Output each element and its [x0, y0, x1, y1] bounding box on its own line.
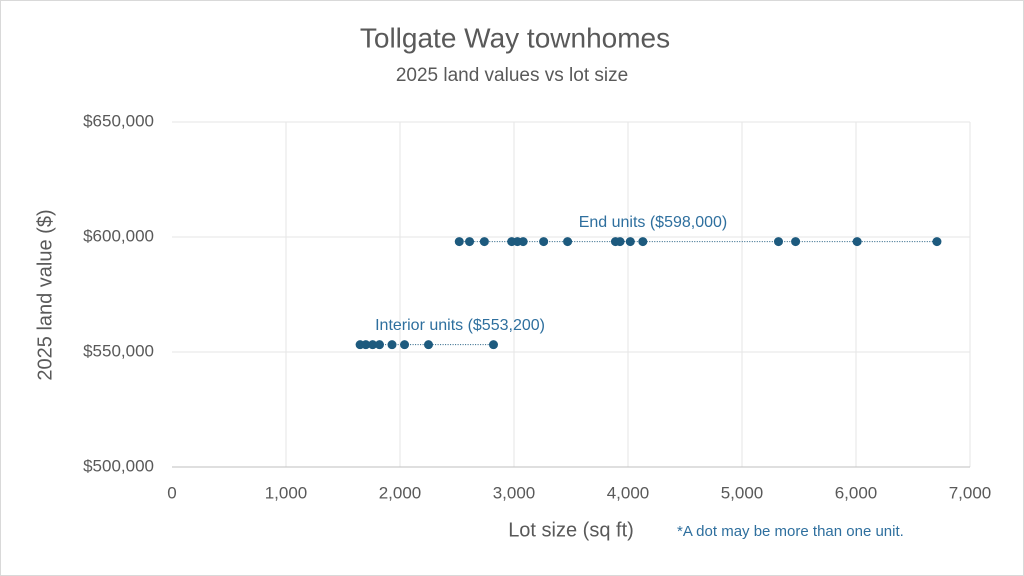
data-point: [539, 237, 549, 247]
y-axis-title: 2025 land value ($): [34, 209, 56, 380]
footnote: *A dot may be more than one unit.: [677, 523, 904, 540]
data-point: [852, 237, 862, 247]
x-tick-label: 1,000: [265, 483, 308, 502]
data-point: [387, 340, 397, 350]
data-point: [374, 340, 384, 350]
data-point: [361, 340, 371, 350]
data-point: [615, 237, 625, 247]
data-point: [932, 237, 942, 247]
data-point: [625, 237, 635, 247]
x-tick-label: 4,000: [607, 483, 650, 502]
data-point: [479, 237, 489, 247]
y-tick-label: $600,000: [83, 226, 154, 245]
y-tick-label: $550,000: [83, 341, 154, 360]
data-point: [368, 340, 378, 350]
chart-subtitle: 2025 land values vs lot size: [396, 65, 628, 86]
data-point: [488, 340, 498, 350]
x-tick-label: 6,000: [835, 483, 878, 502]
x-tick-label: 2,000: [379, 483, 422, 502]
x-tick-label: 3,000: [493, 483, 536, 502]
chart-title: Tollgate Way townhomes: [360, 22, 670, 53]
x-tick-label: 0: [167, 483, 176, 502]
x-tick-label: 7,000: [949, 483, 992, 502]
data-point: [400, 340, 410, 350]
data-point: [454, 237, 464, 247]
data-point: [465, 237, 475, 247]
data-point: [518, 237, 528, 247]
series-annotation: Interior units ($553,200): [375, 317, 545, 334]
data-point: [563, 237, 573, 247]
y-tick-label: $650,000: [83, 111, 154, 130]
x-tick-label: 5,000: [721, 483, 764, 502]
series-annotation: End units ($598,000): [579, 214, 728, 231]
x-axis-title: Lot size (sq ft): [508, 519, 634, 541]
data-point: [424, 340, 433, 350]
data-point: [638, 237, 648, 247]
data-point: [773, 237, 783, 247]
y-tick-label: $500,000: [83, 456, 154, 475]
data-point: [791, 237, 801, 247]
